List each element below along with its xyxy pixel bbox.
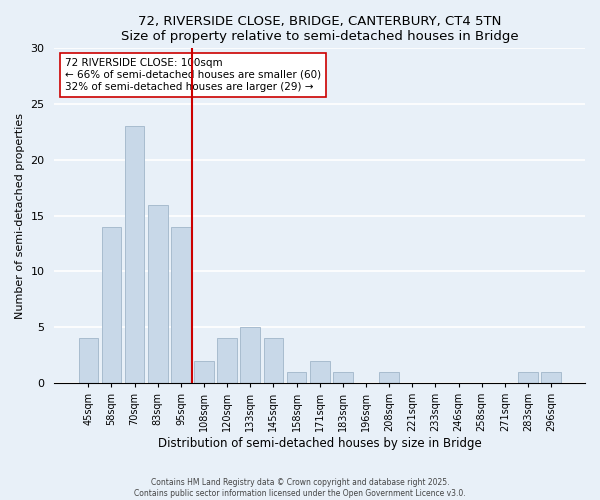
Bar (241, 328, 260, 383)
X-axis label: Distribution of semi-detached houses by size in Bridge: Distribution of semi-detached houses by … (158, 437, 482, 450)
Bar (125, 126, 145, 383)
Bar (217, 338, 237, 383)
Bar (79, 338, 98, 383)
Bar (541, 372, 561, 383)
Bar (148, 204, 167, 383)
Bar (518, 372, 538, 383)
Bar (101, 227, 121, 383)
Bar (310, 360, 329, 383)
Y-axis label: Number of semi-detached properties: Number of semi-detached properties (15, 112, 25, 318)
Bar (263, 338, 283, 383)
Bar (194, 360, 214, 383)
Title: 72, RIVERSIDE CLOSE, BRIDGE, CANTERBURY, CT4 5TN
Size of property relative to se: 72, RIVERSIDE CLOSE, BRIDGE, CANTERBURY,… (121, 15, 518, 43)
Bar (333, 372, 353, 383)
Text: Contains HM Land Registry data © Crown copyright and database right 2025.
Contai: Contains HM Land Registry data © Crown c… (134, 478, 466, 498)
Bar (287, 372, 307, 383)
Text: 72 RIVERSIDE CLOSE: 100sqm
← 66% of semi-detached houses are smaller (60)
32% of: 72 RIVERSIDE CLOSE: 100sqm ← 66% of semi… (65, 58, 321, 92)
Bar (379, 372, 399, 383)
Bar (171, 227, 191, 383)
